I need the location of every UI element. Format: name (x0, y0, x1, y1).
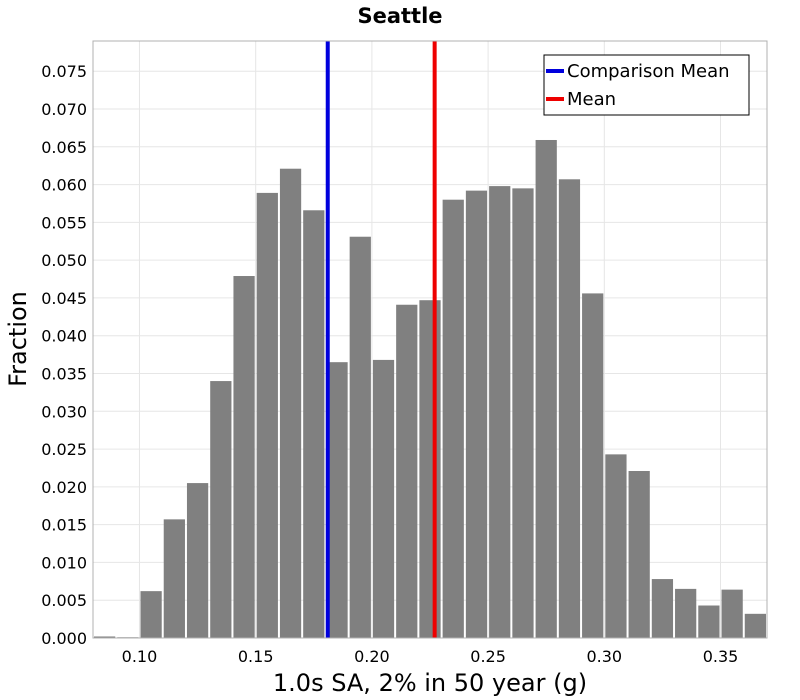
histogram-bar (94, 636, 116, 638)
plot-frame (92, 40, 768, 639)
legend-box (543, 54, 750, 116)
y-tick-label: 0.000 (41, 629, 87, 648)
legend-label-mean: Mean (567, 89, 616, 110)
histogram-bar (675, 588, 697, 638)
y-tick-label: 0.050 (41, 251, 87, 270)
histogram-bar (186, 483, 209, 638)
x-tick-labels: 0.10 0.15 0.20 0.25 0.30 0.35 (122, 647, 739, 666)
y-tick-label: 0.020 (41, 478, 87, 497)
histogram-bar (279, 168, 302, 639)
x-tick-label: 0.30 (586, 647, 622, 666)
y-tick-label: 0.015 (41, 516, 87, 535)
chart-title: Seattle (357, 4, 442, 28)
y-tick-label: 0.055 (41, 213, 87, 232)
histogram-bar (163, 519, 185, 638)
x-tick-label: 0.25 (470, 647, 506, 666)
x-tick-label: 0.35 (703, 647, 739, 666)
y-tick-labels: 0.000 0.005 0.010 0.015 0.020 0.025 0.030 0.035… (41, 62, 87, 648)
histogram-bar (256, 192, 278, 638)
histogram-bar (442, 199, 464, 638)
histogram-bar (140, 591, 162, 638)
y-tick-label: 0.010 (41, 553, 87, 572)
histogram-bar (744, 613, 766, 638)
y-axis-label: Fraction (4, 291, 32, 387)
histogram-bar (512, 188, 534, 638)
histogram-bar (326, 362, 348, 638)
histogram-bar (489, 186, 511, 638)
x-tick-label: 0.15 (238, 647, 274, 666)
x-tick-label: 0.10 (122, 647, 158, 666)
y-tick-label: 0.065 (41, 138, 87, 157)
histogram-bar (465, 190, 488, 638)
histogram-bar (535, 139, 557, 638)
histogram-bar (419, 300, 441, 638)
histogram-bar (210, 381, 232, 638)
histogram-bar (651, 579, 674, 638)
histogram-bar (721, 589, 743, 638)
histogram-bar (233, 276, 255, 638)
y-tick-label: 0.025 (41, 440, 87, 459)
y-tick-label: 0.075 (41, 62, 87, 81)
x-axis-label: 1.0s SA, 2% in 50 year (g) (273, 669, 587, 697)
histogram-bar (605, 454, 627, 638)
legend: Comparison Mean Mean (543, 54, 750, 116)
histogram-bar (628, 470, 650, 638)
histogram-bar (372, 359, 395, 638)
y-tick-label: 0.030 (41, 402, 87, 421)
histogram-bar (349, 236, 371, 638)
y-tick-label: 0.060 (41, 176, 87, 195)
y-tick-label: 0.045 (41, 289, 87, 308)
histogram-bar (396, 304, 418, 638)
y-tick-label: 0.035 (41, 365, 87, 384)
y-tick-label: 0.005 (41, 591, 87, 610)
histogram-bar (698, 605, 720, 638)
x-tick-label: 0.20 (354, 647, 390, 666)
y-tick-label: 0.040 (41, 327, 87, 346)
histogram-bar (582, 293, 604, 638)
legend-label-comparison-mean: Comparison Mean (567, 61, 730, 82)
bars (94, 139, 766, 639)
grid-lines (93, 41, 767, 639)
mean-lines (325, 41, 437, 638)
histogram-bar (558, 179, 581, 638)
histogram-bar (303, 210, 325, 639)
y-tick-label: 0.070 (41, 100, 87, 119)
